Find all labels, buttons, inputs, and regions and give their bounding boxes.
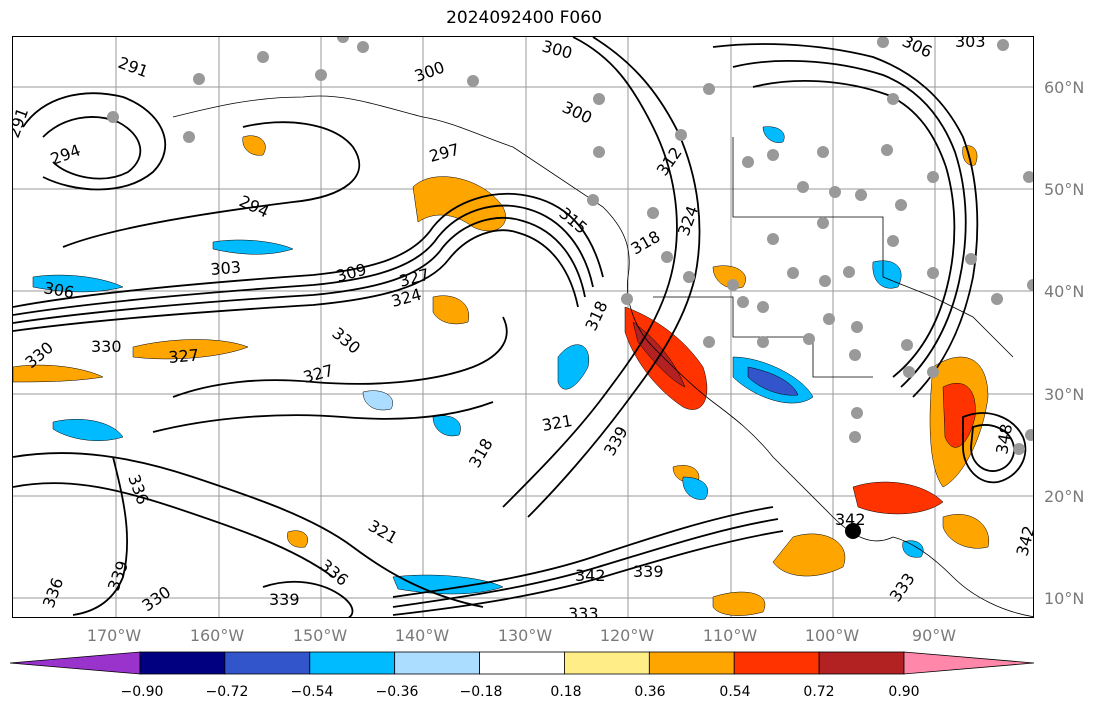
contour-label: 303	[210, 257, 242, 279]
lon-label-130w: 130°W	[497, 626, 553, 645]
map-title: 2024092400 F060	[446, 8, 602, 28]
contour-label: 330	[328, 324, 364, 358]
contour-label: 342	[1013, 524, 1034, 558]
contour-label: 330	[91, 337, 122, 356]
colorbar-segment	[394, 651, 480, 675]
contour-label: 300	[540, 37, 574, 63]
contour-lines	[13, 37, 1027, 617]
colorbar-tick-label: 0.54	[719, 684, 751, 700]
contour-label: 333	[568, 604, 599, 618]
hurricane-marker	[845, 523, 861, 539]
contour-label: 318	[581, 298, 611, 334]
lon-label-90w: 90°W	[911, 626, 957, 645]
coastlines	[172, 95, 1033, 617]
shaded-positive-field	[13, 135, 990, 616]
map-gridlines	[13, 37, 1033, 617]
contour-label: 291	[13, 105, 32, 140]
lat-label-30n: 30°N	[1044, 385, 1085, 404]
colorbar-segment	[733, 651, 820, 675]
lon-label-140w: 140°W	[394, 626, 450, 645]
lat-label-50n: 50°N	[1044, 180, 1085, 199]
contour-label: 318	[628, 227, 664, 259]
weather-map: 291 291 294 294 297 300 300 300 303 303 …	[13, 37, 1034, 618]
contour-label: 327	[168, 345, 200, 367]
lon-label-150w: 150°W	[292, 626, 348, 645]
colorbar-segment	[224, 651, 311, 675]
colorbar-tick-label: 0.18	[550, 684, 582, 700]
contour-label: 306	[42, 278, 75, 302]
contour-label: 336	[39, 575, 67, 610]
colorbar-tick-label: 0.36	[634, 684, 666, 700]
contour-label: 330	[138, 582, 174, 615]
colorbar-tick-label: −0.54	[290, 684, 334, 700]
lat-label-20n: 20°N	[1044, 487, 1085, 506]
contour-label: 294	[236, 191, 272, 221]
lon-label-120w: 120°W	[599, 626, 655, 645]
contour-label: 327	[397, 265, 431, 291]
colorbar-segment	[564, 651, 650, 675]
colorbar	[10, 651, 1035, 675]
contour-label: 339	[269, 590, 300, 609]
contour-label: 339	[633, 562, 664, 581]
contour-label: 309	[334, 260, 368, 286]
contour-label: 312	[653, 143, 686, 179]
colorbar-segment	[309, 651, 396, 675]
colorbar-tick-label: 0.90	[888, 684, 920, 700]
contour-label: 300	[412, 57, 447, 85]
contour-label: 333	[886, 569, 919, 605]
contour-label-group: 291 291 294 294 297 300 300 300 303 303 …	[13, 37, 1034, 618]
contour-label: 300	[559, 97, 595, 127]
contour-label: 306	[899, 37, 935, 62]
colorbar-tick-label: −0.36	[375, 684, 419, 700]
colorbar-segment	[648, 651, 735, 675]
lon-label-160w: 160°W	[189, 626, 245, 645]
lat-label-40n: 40°N	[1044, 282, 1085, 301]
lat-label-60n: 60°N	[1044, 78, 1085, 97]
contour-label: 294	[48, 140, 83, 168]
colorbar-tick-label: 0.72	[803, 684, 835, 700]
colorbar-segment	[139, 651, 226, 675]
shaded-negative-field	[32, 126, 924, 595]
contour-label: 291	[116, 53, 151, 81]
colorbar-tick-label: −0.72	[205, 684, 249, 700]
contour-label: 303	[955, 37, 986, 51]
contour-label: 324	[674, 203, 702, 238]
colorbar-tick-label: −0.18	[459, 684, 503, 700]
contour-label: 318	[465, 435, 497, 471]
colorbar-tick-label: −0.90	[120, 684, 164, 700]
contour-label: 342	[835, 510, 866, 529]
colorbar-extension-low	[10, 651, 141, 675]
colorbar-segment	[818, 651, 905, 675]
lat-label-10n: 10°N	[1044, 589, 1085, 608]
map-panel[interactable]: 291 291 294 294 297 300 300 300 303 303 …	[12, 36, 1034, 618]
contour-label: 342	[575, 566, 606, 585]
lon-label-170w: 170°W	[86, 626, 142, 645]
contour-label: 321	[365, 516, 401, 548]
station-markers	[107, 37, 1033, 455]
contour-label: 321	[540, 411, 573, 435]
lon-label-110w: 110°W	[702, 626, 758, 645]
contour-label: 348	[992, 422, 1016, 455]
contour-label: 336	[124, 472, 152, 507]
lon-label-100w: 100°W	[804, 626, 860, 645]
colorbar-segment	[479, 651, 565, 675]
contour-label: 336	[316, 556, 352, 590]
contour-label: 297	[427, 140, 461, 166]
colorbar-extension-high	[903, 651, 1035, 675]
contour-label: 339	[600, 423, 632, 459]
contour-label: 339	[104, 558, 132, 593]
